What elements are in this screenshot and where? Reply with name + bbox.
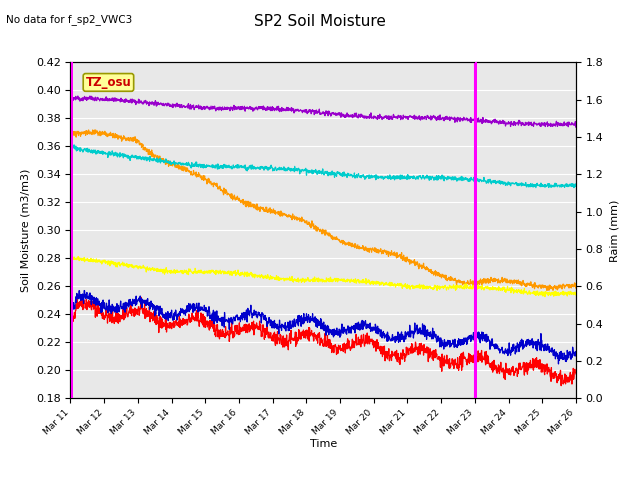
X-axis label: Time: Time [310, 440, 337, 449]
sp2_VWC1 [301, 332, 308, 338]
sp2_VWC4 [282, 211, 289, 217]
sp2_VWC5 [67, 255, 74, 261]
sp2_VWC4 [301, 219, 308, 225]
sp2_VWC1 [67, 328, 74, 334]
sp2_VWC5 [74, 253, 82, 259]
sp2_VWC6 [301, 109, 308, 115]
sp2_VWC2 [572, 350, 580, 356]
sp2_VWC1 [77, 293, 84, 299]
sp2_VWC1 [282, 338, 289, 344]
sp2_VWC6 [292, 107, 300, 112]
sp2_VWC4 [572, 284, 580, 289]
sp2_VWC2 [355, 319, 362, 325]
sp2_VWC2 [555, 361, 563, 367]
Y-axis label: Soil Moisture (m3/m3): Soil Moisture (m3/m3) [20, 168, 30, 292]
Line: sp2_VWC2: sp2_VWC2 [70, 290, 576, 364]
sp2_VWC2 [282, 320, 289, 325]
sp2_VWC1 [127, 311, 134, 316]
Line: sp2_VWC6: sp2_VWC6 [70, 96, 576, 127]
sp2_VWC6 [572, 124, 579, 130]
sp2_VWC6 [127, 96, 134, 102]
sp2_VWC6 [106, 97, 114, 103]
Text: SP2 Soil Moisture: SP2 Soil Moisture [254, 14, 386, 29]
sp2_VWC7 [126, 157, 134, 163]
sp2_VWC4 [543, 288, 551, 293]
sp2_VWC7 [572, 182, 580, 188]
Line: sp2_VWC1: sp2_VWC1 [70, 296, 576, 386]
sp2_VWC7 [67, 140, 74, 146]
sp2_VWC6 [355, 113, 362, 119]
sp2_VWC4 [292, 216, 300, 221]
sp2_VWC5 [572, 292, 580, 298]
sp2_VWC4 [355, 244, 362, 250]
sp2_VWC1 [106, 319, 114, 324]
sp2_VWC4 [84, 127, 92, 133]
sp2_VWC7 [281, 167, 289, 173]
sp2_VWC2 [127, 298, 134, 304]
sp2_VWC5 [282, 276, 289, 281]
sp2_VWC5 [292, 278, 300, 284]
sp2_VWC1 [292, 344, 300, 349]
sp2_VWC2 [292, 321, 300, 326]
Line: sp2_VWC4: sp2_VWC4 [70, 130, 576, 290]
Line: sp2_VWC7: sp2_VWC7 [70, 143, 576, 188]
sp2_VWC6 [282, 108, 289, 114]
Text: TZ_osu: TZ_osu [86, 76, 131, 89]
Bar [474, 62, 477, 398]
sp2_VWC2 [106, 308, 114, 314]
sp2_VWC7 [570, 185, 578, 191]
sp2_VWC5 [355, 278, 362, 284]
sp2_VWC5 [541, 294, 549, 300]
sp2_VWC7 [292, 166, 300, 172]
sp2_VWC4 [127, 135, 134, 141]
sp2_VWC6 [67, 97, 74, 103]
sp2_VWC1 [355, 334, 362, 340]
sp2_VWC5 [127, 262, 134, 268]
sp2_VWC2 [81, 288, 88, 293]
sp2_VWC1 [572, 371, 580, 377]
sp2_VWC7 [106, 151, 113, 156]
sp2_VWC7 [301, 168, 308, 173]
Line: sp2_VWC5: sp2_VWC5 [70, 256, 576, 297]
Text: No data for f_sp2_VWC3: No data for f_sp2_VWC3 [6, 14, 132, 25]
sp2_VWC1 [557, 383, 565, 389]
sp2_VWC2 [301, 318, 308, 324]
Y-axis label: Raim (mm): Raim (mm) [609, 199, 619, 262]
sp2_VWC5 [301, 278, 308, 284]
sp2_VWC4 [106, 132, 114, 138]
sp2_VWC6 [86, 93, 94, 99]
sp2_VWC6 [572, 121, 580, 127]
sp2_VWC7 [355, 172, 362, 178]
sp2_VWC5 [106, 263, 114, 269]
sp2_VWC4 [67, 133, 74, 139]
Bar [71, 62, 73, 398]
sp2_VWC2 [67, 309, 74, 315]
